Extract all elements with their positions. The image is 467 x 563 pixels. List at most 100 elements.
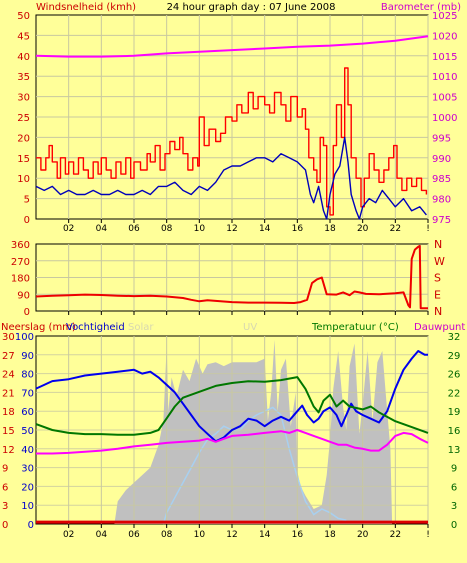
temperature-tick-label: 22: [448, 388, 461, 399]
temperature-line: [35, 376, 429, 436]
direction-tick-label: 180: [11, 274, 30, 285]
x-tick-label: 22: [390, 224, 401, 234]
x-tick-label: 08: [161, 530, 173, 540]
wind-tick-label: 35: [17, 72, 30, 83]
humidity-tick-label: 60: [21, 407, 34, 418]
x-tick-label: 22: [390, 530, 401, 540]
wind-barometer-chart: 0510152025303540455097598098599099510001…: [17, 11, 457, 234]
barometer-line: [35, 35, 429, 58]
x-tick-label: 06: [128, 224, 140, 234]
wind-tick-label: 25: [17, 113, 30, 124]
wind-tick-label: 0: [24, 215, 30, 226]
humidity-tick-label: 40: [21, 445, 34, 456]
x-tick-label: !: [426, 224, 430, 234]
temperature-tick-label: 19: [448, 407, 461, 418]
x-tick-label: 16: [292, 224, 304, 234]
wind-tick-label: 30: [17, 93, 30, 104]
rain-tick-label: 30: [2, 332, 15, 343]
compass-label: W: [434, 255, 445, 268]
humidity-axis-title: Vochtigheid: [66, 322, 125, 333]
x-tick-label: 04: [96, 530, 108, 540]
humidity-temperature-chart: 0369121518212427300102030405060708090100…: [2, 332, 460, 540]
x-tick-label: 02: [63, 224, 74, 234]
barometer-axis-title: Barometer (mb): [381, 2, 461, 13]
barometer-tick-label: 985: [432, 174, 451, 185]
barometer-tick-label: 1025: [432, 11, 457, 22]
direction-tick-label: 0: [24, 307, 30, 318]
humidity-tick-label: 90: [21, 351, 34, 362]
x-tick-label: 08: [161, 224, 173, 234]
x-tick-label: 06: [128, 530, 140, 540]
humidity-tick-label: 10: [21, 501, 34, 512]
rain-tick-label: 12: [2, 445, 15, 456]
direction-tick-label: 360: [11, 240, 30, 251]
x-tick-label: 04: [96, 224, 108, 234]
barometer-tick-label: 975: [432, 215, 451, 226]
wind-axes: 0510152025303540455097598098599099510001…: [17, 11, 457, 234]
wind-tick-label: 15: [17, 154, 30, 165]
graph-date-title: 24 hour graph day : 07 June 2008: [167, 2, 336, 13]
compass-label: E: [434, 288, 441, 301]
temperature-tick-label: 0: [451, 520, 457, 531]
x-tick-label: 20: [357, 224, 369, 234]
direction-tick-label: 90: [17, 290, 30, 301]
rain-tick-label: 27: [2, 351, 15, 362]
rain-tick-label: 3: [2, 501, 8, 512]
compass-label: N: [434, 305, 442, 318]
wind-series: [35, 35, 429, 220]
direction-series: [35, 244, 428, 310]
wind-tick-label: 20: [17, 133, 30, 144]
humidity-tick-label: 0: [28, 520, 34, 531]
x-tick-label: 20: [357, 530, 369, 540]
rain-tick-label: 18: [2, 407, 15, 418]
x-tick-label: 12: [226, 530, 237, 540]
barometer-tick-label: 1005: [432, 93, 457, 104]
uv-line: [162, 406, 347, 525]
humidity-tick-label: 70: [21, 388, 34, 399]
temperature-tick-label: 16: [448, 426, 461, 437]
humidity-line: [35, 350, 428, 443]
x-tick-label: 10: [194, 224, 206, 234]
direction-line: [35, 244, 428, 310]
compass-label: S: [434, 272, 441, 285]
x-tick-label: 18: [324, 530, 336, 540]
direction-tick-label: 270: [11, 257, 30, 268]
average-line: [35, 136, 427, 220]
temperature-tick-label: 3: [451, 501, 457, 512]
wind-tick-label: 40: [17, 52, 30, 63]
temperature-axis-title: Temperatuur (°C): [311, 322, 399, 333]
barometer-tick-label: 1010: [432, 72, 457, 83]
temperature-tick-label: 32: [448, 332, 461, 343]
wind-axis-title: Windsnelheid (kmh): [36, 2, 136, 13]
humidity-tick-label: 20: [21, 482, 34, 493]
barometer-tick-label: 1020: [432, 31, 457, 42]
x-tick-label: 12: [226, 224, 237, 234]
barometer-tick-label: 1015: [432, 52, 457, 63]
humidity-tick-label: 30: [21, 464, 34, 475]
barometer-tick-label: 990: [432, 154, 451, 165]
wind-tick-label: 50: [17, 11, 30, 22]
wind-tick-label: 10: [17, 174, 30, 185]
dewpoint-line: [36, 429, 429, 455]
x-tick-label: 18: [324, 224, 336, 234]
rain-tick-label: 21: [2, 388, 15, 399]
x-tick-label: 10: [194, 530, 206, 540]
x-tick-label: 16: [292, 530, 304, 540]
rain-tick-label: 9: [2, 464, 8, 475]
x-tick-label: 14: [259, 530, 271, 540]
rain-tick-label: 15: [2, 426, 15, 437]
humidity-tick-label: 100: [15, 332, 34, 343]
temperature-tick-label: 26: [448, 370, 461, 381]
x-tick-label: 14: [259, 224, 271, 234]
temperature-tick-label: 6: [451, 482, 457, 493]
humidity-tick-label: 80: [21, 370, 34, 381]
barometer-tick-label: 980: [432, 195, 451, 206]
rain-tick-label: 24: [2, 370, 15, 381]
compass-label: N: [434, 238, 442, 251]
wind-tick-label: 45: [17, 31, 30, 42]
humidity-series: [35, 350, 429, 524]
wind-tick-label: 5: [24, 195, 30, 206]
